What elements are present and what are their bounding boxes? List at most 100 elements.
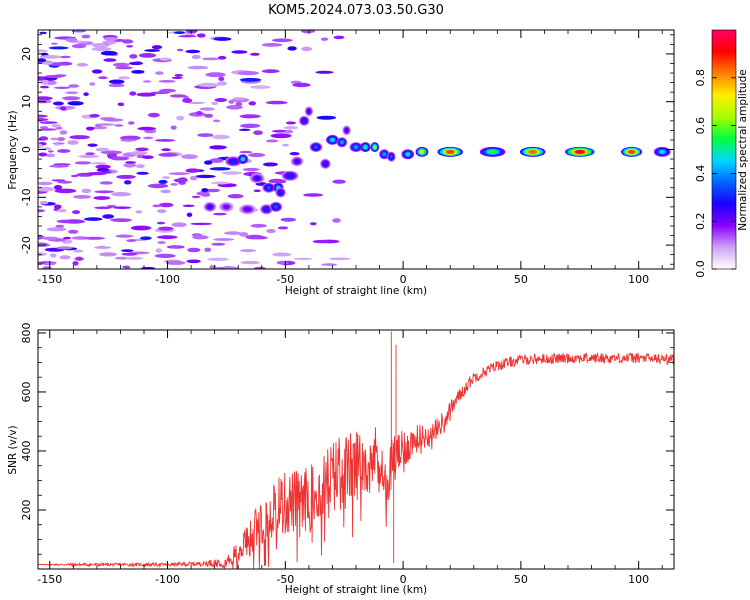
noise-blob: [86, 126, 95, 131]
noise-blob: [282, 143, 289, 147]
snr-background: [38, 330, 674, 569]
noise-blob: [56, 208, 67, 213]
noise-blob: [211, 101, 219, 106]
noise-blob: [283, 126, 299, 130]
noise-blob: [111, 192, 131, 197]
noise-blob: [121, 252, 138, 256]
noise-blob: [137, 126, 157, 131]
noise-blob: [94, 190, 115, 194]
noise-blob: [38, 118, 49, 122]
noise-blob: [155, 71, 164, 75]
noise-blob: [174, 74, 184, 77]
noise-blob: [130, 225, 152, 231]
snr-ticks: -150 -100 -50 0 50 100 200 400 600 800: [20, 322, 674, 586]
noise-blob: [284, 129, 294, 134]
noise-blob: [197, 82, 220, 88]
noise-blob: [102, 40, 117, 45]
noise-blob: [186, 259, 201, 264]
noise-blob: [253, 130, 263, 135]
noise-blob: [140, 236, 152, 240]
noise-blob: [67, 140, 79, 145]
noise-blob: [60, 106, 67, 111]
noise-blob: [142, 155, 154, 159]
noise-blob: [287, 46, 297, 51]
noise-blob: [95, 164, 111, 169]
noise-blob: [161, 176, 171, 179]
noise-blob: [205, 188, 221, 193]
noise-blob: [143, 136, 154, 140]
noise-blob: [147, 183, 169, 189]
noise-blob: [136, 171, 149, 175]
noise-blob: [253, 189, 261, 193]
noise-blob: [72, 210, 81, 215]
noise-blob: [52, 101, 64, 106]
noise-blob: [277, 226, 289, 230]
noise-blob: [191, 195, 201, 199]
noise-blob: [165, 260, 186, 265]
noise-blob: [185, 49, 201, 54]
trace-blob: [307, 109, 311, 114]
noise-blob: [75, 256, 83, 261]
noise-blob: [192, 235, 209, 240]
noise-blob: [320, 37, 329, 41]
noise-blob: [38, 186, 55, 192]
y-tick-label: 200: [20, 499, 33, 520]
noise-blob: [152, 204, 161, 208]
noise-blob: [130, 151, 148, 156]
noise-blob: [39, 121, 58, 124]
noise-blob: [253, 266, 267, 269]
noise-blob: [114, 124, 124, 127]
noise-blob: [70, 174, 79, 178]
noise-blob: [285, 121, 296, 125]
noise-blob: [144, 49, 161, 52]
colorbar-tick-label: 0.4: [694, 165, 707, 183]
noise-blob: [40, 85, 49, 89]
trace-blob: [405, 152, 411, 157]
noise-blob: [136, 164, 145, 169]
trace-blob: [313, 145, 319, 150]
colorbar-tick-label: 0.0: [694, 260, 707, 278]
noise-blob: [39, 126, 49, 129]
noise-blob: [71, 236, 89, 240]
y-tick-label: 0: [20, 146, 33, 153]
noise-blob: [39, 200, 49, 205]
noise-blob: [301, 30, 315, 34]
noise-blob: [42, 266, 52, 269]
noise-blob: [38, 114, 48, 118]
noise-blob: [94, 206, 112, 210]
noise-blob: [168, 172, 190, 176]
noise-blob: [270, 133, 292, 139]
noise-blob: [148, 112, 160, 118]
x-tick-label: 100: [628, 573, 649, 586]
noise-blob: [187, 101, 205, 105]
x-tick-label: 0: [400, 573, 407, 586]
noise-blob: [265, 100, 288, 105]
noise-blob: [186, 212, 193, 217]
noise-blob: [213, 212, 227, 216]
noise-blob: [201, 188, 209, 193]
noise-blob: [199, 107, 215, 111]
noise-blob: [169, 94, 187, 98]
noise-blob: [73, 195, 92, 199]
noise-blob: [328, 257, 351, 261]
noise-blob: [112, 62, 130, 67]
noise-blob: [118, 76, 131, 80]
trace-blob: [302, 118, 307, 123]
trace-blob: [273, 204, 279, 209]
noise-blob: [209, 158, 224, 163]
noise-blob: [55, 224, 65, 228]
trace-blob: [241, 157, 245, 162]
noise-blob: [62, 96, 81, 101]
snr-panel: -150 -100 -50 0 50 100 200 400 600 800 Height of …: [7, 322, 675, 596]
trace-blob: [345, 128, 349, 133]
noise-blob: [121, 249, 134, 253]
noise-blob: [265, 139, 279, 143]
noise-blob: [53, 204, 62, 210]
noise-blob: [117, 102, 125, 107]
noise-blob: [248, 152, 266, 158]
noise-blob: [106, 153, 118, 158]
noise-blob: [173, 31, 186, 34]
noise-blob: [38, 152, 48, 157]
noise-blob: [81, 34, 91, 39]
noise-blob: [195, 174, 216, 179]
